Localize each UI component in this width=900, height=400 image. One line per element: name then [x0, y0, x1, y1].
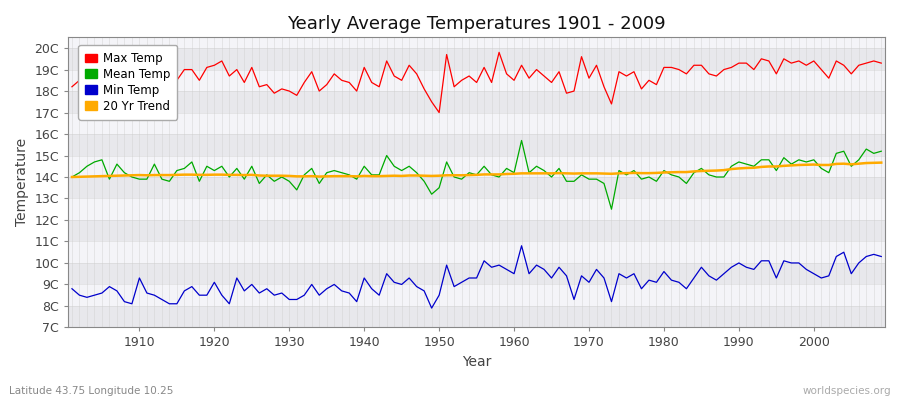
Bar [68, 263, 885, 284]
Bar [68, 156, 885, 177]
Bar [68, 177, 885, 198]
Title: Yearly Average Temperatures 1901 - 2009: Yearly Average Temperatures 1901 - 2009 [287, 15, 666, 33]
X-axis label: Year: Year [462, 355, 491, 369]
Y-axis label: Temperature: Temperature [15, 138, 29, 226]
Bar [68, 306, 885, 328]
Text: worldspecies.org: worldspecies.org [803, 386, 891, 396]
Bar [68, 70, 885, 91]
Bar [68, 91, 885, 112]
Bar [68, 134, 885, 156]
Bar [68, 242, 885, 263]
Bar [68, 48, 885, 70]
Text: Latitude 43.75 Longitude 10.25: Latitude 43.75 Longitude 10.25 [9, 386, 174, 396]
Bar [68, 112, 885, 134]
Bar [68, 284, 885, 306]
Legend: Max Temp, Mean Temp, Min Temp, 20 Yr Trend: Max Temp, Mean Temp, Min Temp, 20 Yr Tre… [78, 45, 177, 120]
Bar [68, 198, 885, 220]
Bar [68, 26, 885, 48]
Bar [68, 220, 885, 242]
